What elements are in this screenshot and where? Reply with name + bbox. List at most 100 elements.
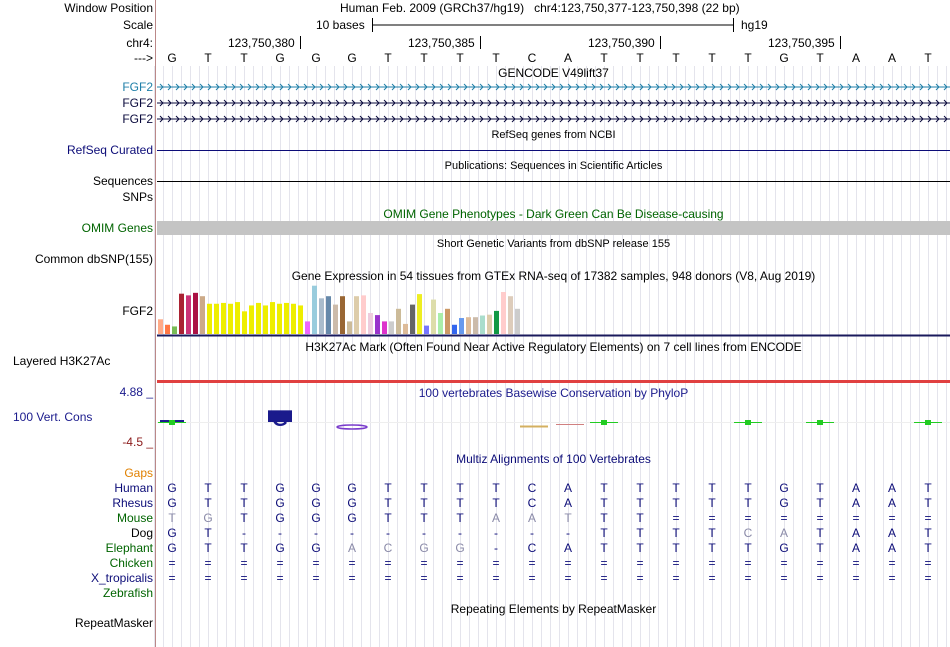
tick-label-4: 123,750,395 — [768, 36, 835, 50]
alignment-base: = — [780, 511, 788, 525]
tick-label-3: 123,750,390 — [588, 36, 655, 50]
alignment-base: = — [492, 556, 500, 570]
alignment-base: T — [924, 481, 932, 495]
tick-label-2: 123,750,385 — [408, 36, 475, 50]
alignment-base: = — [312, 556, 320, 570]
phylop-label[interactable]: 100 Vert. Cons — [13, 410, 93, 424]
gtex-bar — [403, 323, 408, 334]
base-letter: T — [636, 51, 644, 65]
alignment-base: G — [779, 496, 789, 510]
alignment-base: T — [672, 496, 680, 510]
alignment-base: = — [384, 571, 392, 585]
gencode-strand-chevrons — [159, 83, 948, 91]
gtex-bar — [235, 302, 240, 334]
alignment-base: T — [816, 526, 824, 540]
gtex-bar — [501, 292, 506, 334]
alignment-base: = — [924, 556, 932, 570]
species-label[interactable]: Human — [114, 481, 153, 495]
alignment-base: T — [744, 541, 752, 555]
alignment-base: T — [600, 496, 608, 510]
base-letter: G — [311, 51, 321, 65]
chrom-label: chr4: — [126, 36, 153, 50]
base-letter: T — [924, 51, 932, 65]
alignment-base: A — [887, 481, 896, 495]
refseq-label[interactable]: RefSeq Curated — [66, 143, 153, 157]
alignment-base: = — [672, 571, 680, 585]
gtex-bar — [508, 296, 513, 334]
species-label[interactable]: Rhesus — [112, 496, 153, 510]
species-label[interactable]: Chicken — [109, 556, 153, 570]
gtex-bar — [214, 303, 219, 334]
species-label[interactable]: Zebrafish — [102, 586, 153, 600]
gtex-bar — [480, 315, 485, 334]
alignment-base: - — [494, 526, 498, 540]
alignment-base: = — [276, 571, 284, 585]
alignment-base: T — [420, 496, 428, 510]
alignment-base: = — [888, 571, 896, 585]
gtex-bar — [424, 325, 429, 334]
h3k27ac-label[interactable]: Layered H3K27Ac — [13, 354, 111, 368]
base-letter: T — [384, 51, 392, 65]
alignment-base: T — [816, 496, 824, 510]
alignment-base: T — [708, 496, 716, 510]
base-letter: A — [563, 51, 572, 65]
alignment-base: G — [419, 541, 429, 555]
alignment-base: T — [816, 541, 824, 555]
alignment-base: - — [386, 526, 390, 540]
alignment-base: T — [240, 541, 248, 555]
phylop-logo-neg — [336, 424, 368, 430]
gencode-strand-chevrons — [159, 115, 948, 123]
alignment-base: T — [492, 481, 500, 495]
alignment-base: = — [888, 556, 896, 570]
window-position-label: Window Position — [64, 1, 153, 15]
alignment-base: = — [600, 571, 608, 585]
alignment-base: - — [566, 526, 570, 540]
gencode-label-2[interactable]: FGF2 — [122, 96, 153, 110]
gtex-label[interactable]: FGF2 — [122, 304, 153, 318]
alignment-base: A — [887, 496, 896, 510]
alignment-base: A — [491, 511, 500, 525]
alignment-base: G — [779, 481, 789, 495]
alignment-base: A — [851, 526, 860, 540]
gencode-label-3[interactable]: FGF2 — [122, 112, 153, 126]
snps-label[interactable]: SNPs — [122, 190, 153, 204]
alignment-base: T — [456, 496, 464, 510]
multiz-title: Multiz Alignments of 100 Vertebrates — [456, 452, 651, 466]
gtex-bar — [452, 324, 457, 334]
scale-bases-text: 10 bases — [316, 18, 365, 32]
tick-label-1: 123,750,380 — [228, 36, 295, 50]
publications-label[interactable]: Sequences — [92, 174, 153, 188]
alignment-base: T — [708, 481, 716, 495]
base-letter: G — [167, 51, 177, 65]
alignment-base: T — [240, 511, 248, 525]
gtex-bar — [382, 321, 387, 334]
dbsnp-label[interactable]: Common dbSNP(155) — [34, 252, 153, 266]
alignment-base: C — [527, 481, 537, 495]
alignment-base: G — [311, 541, 321, 555]
alignment-base: C — [743, 526, 753, 540]
gtex-bar — [284, 302, 289, 334]
label-column-divider — [155, 0, 156, 647]
alignment-base: T — [924, 541, 932, 555]
alignment-base: = — [888, 511, 896, 525]
species-label[interactable]: Dog — [130, 526, 153, 540]
repeatmasker-label[interactable]: RepeatMasker — [74, 616, 153, 630]
species-label[interactable]: X_tropicalis — [90, 571, 153, 585]
omim-label[interactable]: OMIM Genes — [81, 221, 153, 235]
alignment-base: T — [636, 481, 644, 495]
alignment-base: G — [167, 526, 177, 540]
base-letter: T — [204, 51, 212, 65]
alignment-base: = — [636, 556, 644, 570]
alignment-base: T — [600, 511, 608, 525]
alignment-base: G — [167, 541, 177, 555]
species-label[interactable]: Elephant — [105, 541, 153, 555]
species-label[interactable]: Mouse — [116, 511, 153, 525]
alignment-base: G — [167, 481, 177, 495]
publications-title: Publications: Sequences in Scientific Ar… — [444, 160, 663, 172]
gencode-label-1[interactable]: FGF2 — [122, 80, 153, 94]
alignment-base: = — [276, 556, 284, 570]
gtex-bar — [389, 321, 394, 334]
alignment-base: = — [528, 571, 536, 585]
region-position[interactable]: chr4:123,750,377-123,750,398 (22 bp) — [534, 1, 740, 15]
